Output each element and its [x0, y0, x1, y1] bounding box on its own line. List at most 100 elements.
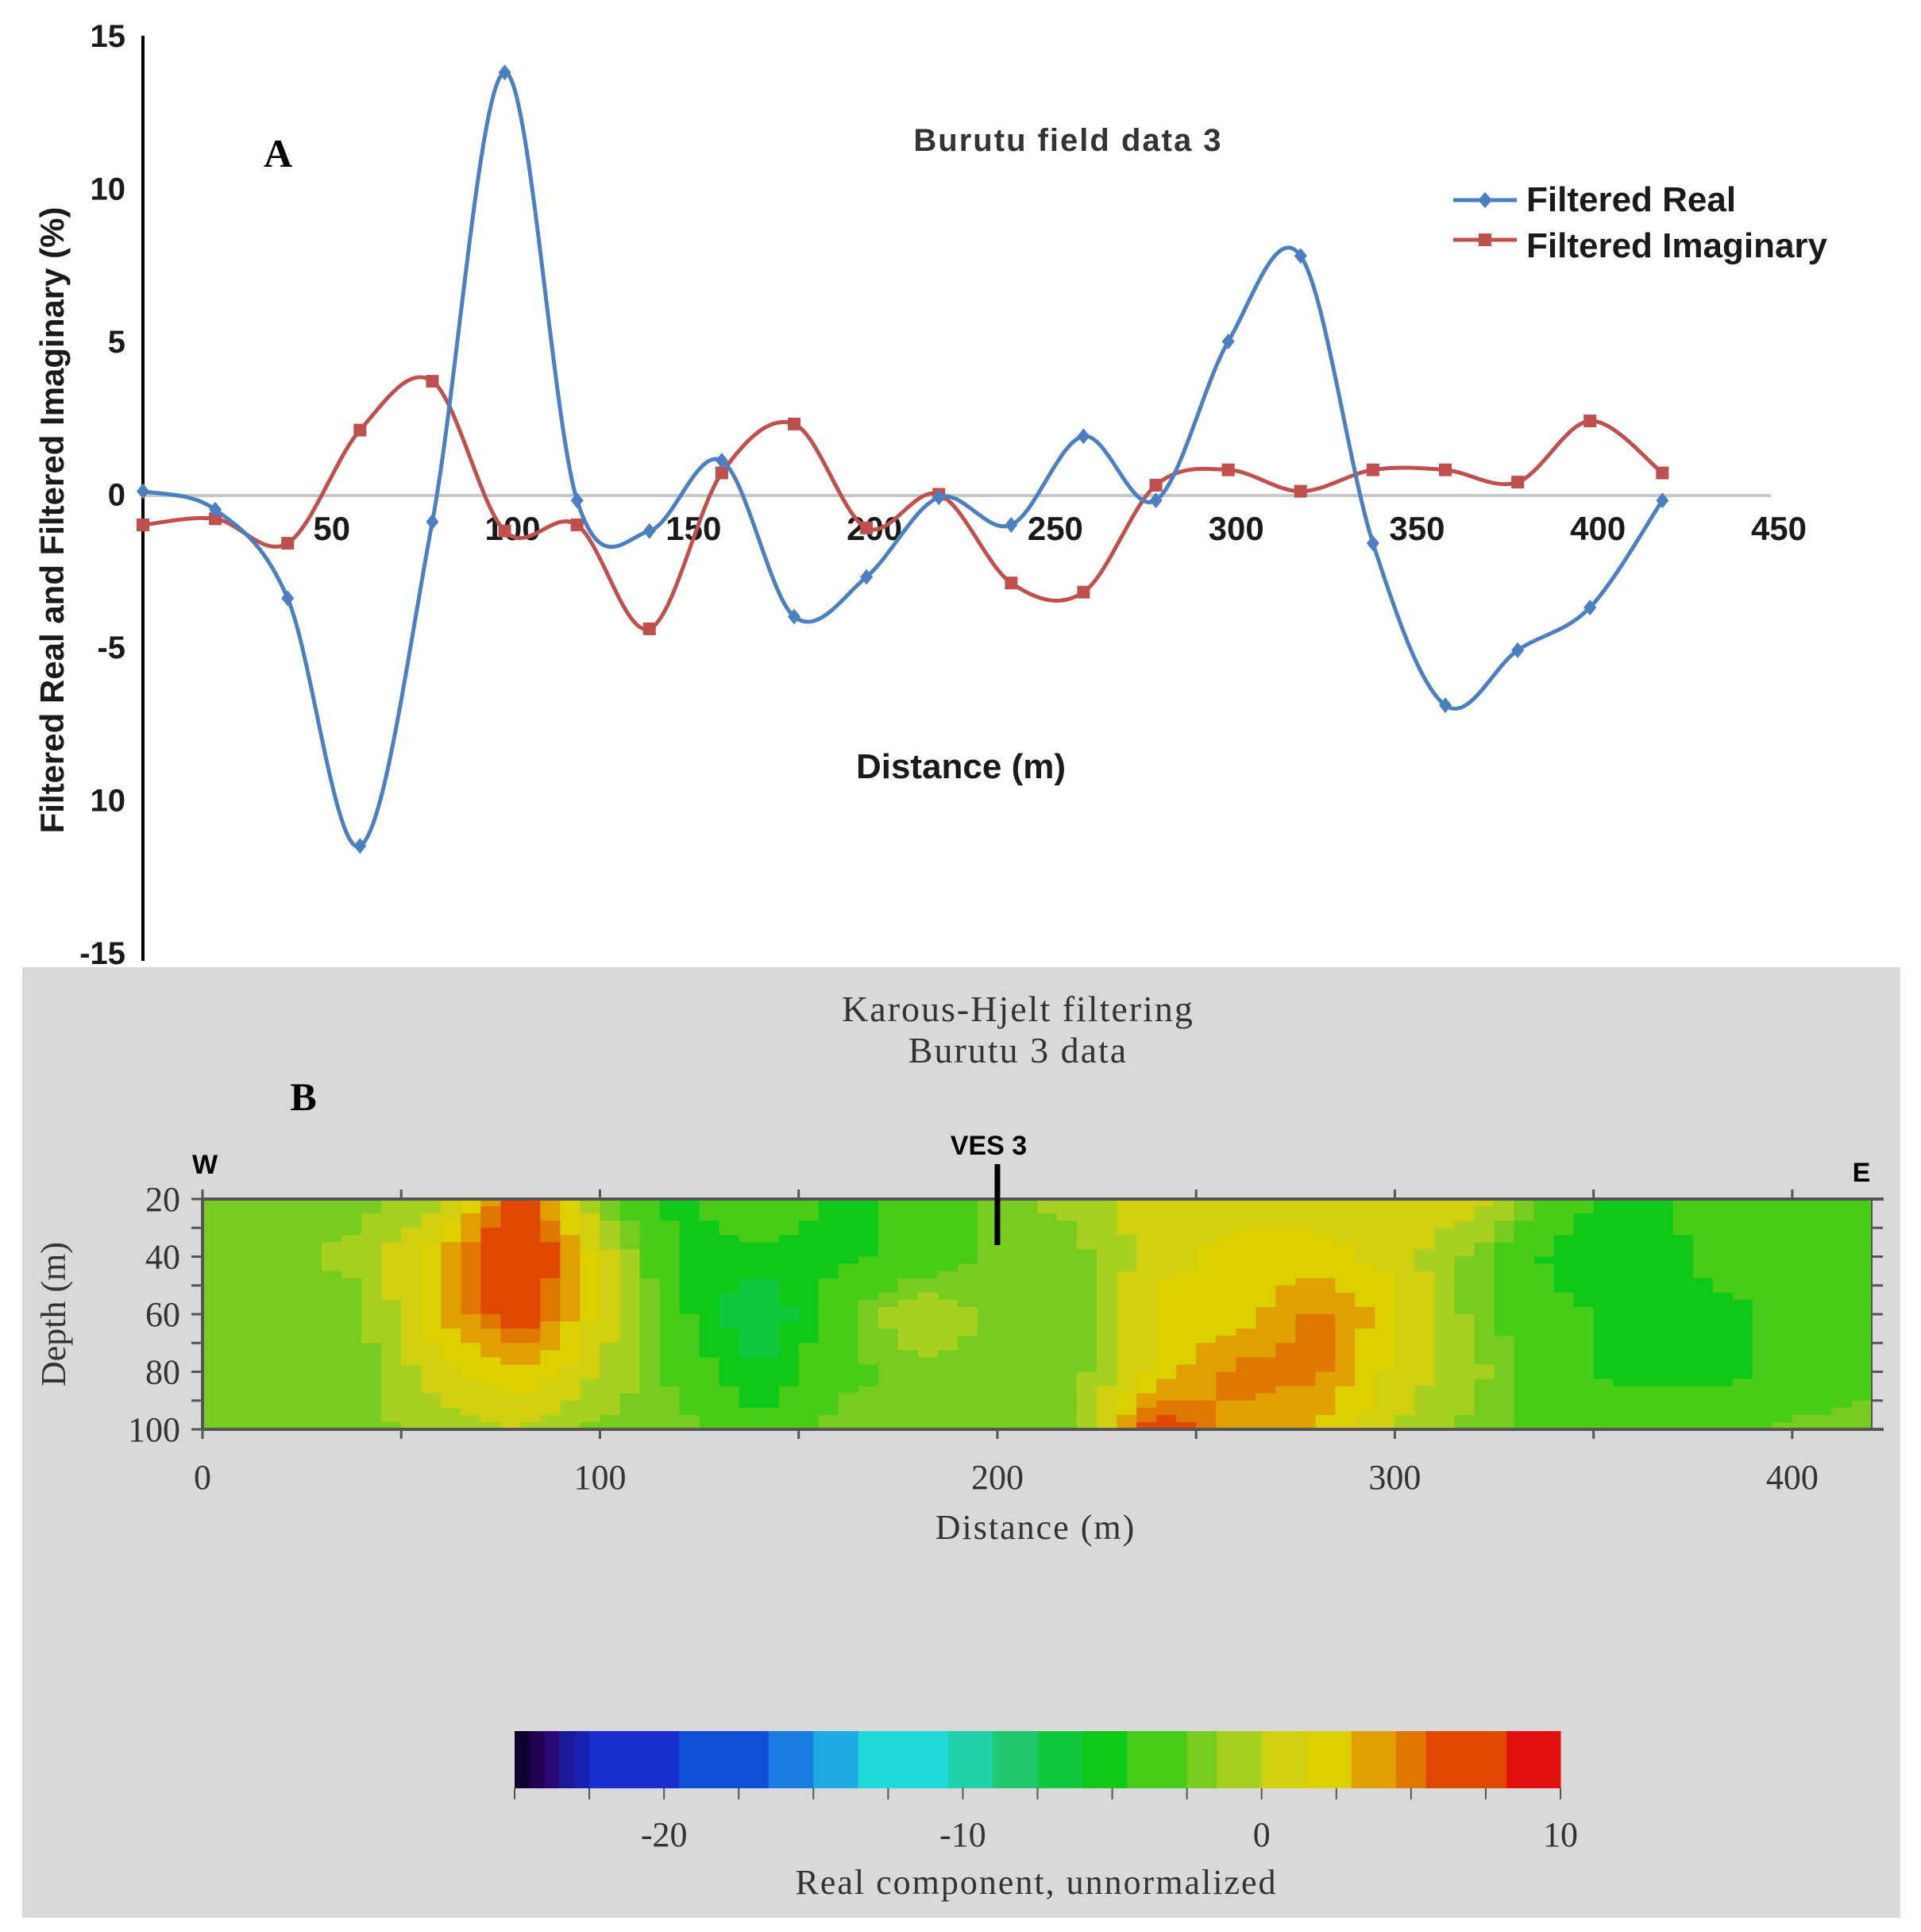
- x-tick-label: 250: [1028, 510, 1083, 547]
- heatmap-cell: [1016, 1421, 1038, 1430]
- heatmap-cell: [600, 1407, 621, 1416]
- heatmap-cell: [1016, 1306, 1038, 1315]
- heatmap-cell: [897, 1336, 919, 1344]
- heatmap-cell: [937, 1235, 959, 1243]
- heatmap-cell: [719, 1407, 740, 1416]
- heatmap-cell: [1295, 1414, 1316, 1423]
- heatmap-cell: [838, 1328, 859, 1336]
- heatmap-cell: [659, 1235, 681, 1243]
- heatmap-cell: [1494, 1271, 1515, 1279]
- heatmap-cell: [1057, 1199, 1078, 1207]
- heatmap-cell: [1256, 1371, 1276, 1380]
- heatmap-cell: [222, 1221, 243, 1228]
- heatmap-cell: [1315, 1299, 1336, 1308]
- heatmap-cell: [1275, 1336, 1296, 1344]
- heatmap-cell: [1633, 1206, 1654, 1214]
- heatmap-cell: [1077, 1386, 1097, 1394]
- heatmap-cell: [1732, 1400, 1753, 1409]
- heatmap-cell: [858, 1379, 879, 1387]
- heatmap-cell: [1692, 1321, 1714, 1329]
- heatmap-cell: [917, 1206, 939, 1214]
- heatmap-cell: [838, 1278, 859, 1286]
- heatmap-cell: [699, 1379, 720, 1387]
- heatmap-cell: [1633, 1278, 1654, 1286]
- heatmap-cell: [878, 1350, 899, 1358]
- heatmap-cell: [1672, 1314, 1694, 1322]
- heatmap-cell: [461, 1386, 481, 1394]
- heatmap-cell: [878, 1306, 899, 1315]
- heatmap-cell: [341, 1242, 362, 1251]
- heatmap-cell: [1275, 1306, 1296, 1315]
- heatmap-cell: [1653, 1278, 1674, 1286]
- heatmap-cell: [798, 1306, 820, 1315]
- heatmap-cell: [1593, 1336, 1614, 1344]
- heatmap-cell: [1613, 1336, 1634, 1344]
- heatmap-cell: [1156, 1249, 1177, 1258]
- heatmap-cell: [1196, 1343, 1217, 1351]
- heatmap-cell: [480, 1285, 501, 1294]
- heatmap-cell: [1414, 1292, 1436, 1301]
- heatmap-cell: [341, 1379, 362, 1387]
- heatmap-cell: [659, 1379, 681, 1387]
- heatmap-cell: [838, 1393, 859, 1402]
- heatmap-cell: [739, 1213, 760, 1221]
- point-filtered-real: [715, 453, 728, 469]
- heatmap-cell: [957, 1199, 978, 1207]
- heatmap-cell: [639, 1235, 661, 1243]
- heatmap-cell: [679, 1357, 700, 1366]
- heatmap-cell: [1117, 1199, 1137, 1207]
- heatmap-cell: [1236, 1314, 1256, 1322]
- heatmap-cell: [1553, 1393, 1575, 1402]
- heatmap-cell: [580, 1407, 601, 1416]
- heatmap-cell: [778, 1328, 800, 1336]
- point-filtered-imaginary: [281, 537, 295, 550]
- heatmap-cell: [1474, 1271, 1495, 1279]
- point-filtered-imaginary: [1656, 466, 1669, 480]
- heatmap-cell: [1216, 1328, 1236, 1336]
- heatmap-cell: [1077, 1379, 1097, 1387]
- heatmap-cell: [1117, 1278, 1137, 1286]
- heatmap-cell: [1097, 1285, 1117, 1294]
- heatmap-cell: [1633, 1400, 1654, 1409]
- heatmap-cell: [1355, 1343, 1375, 1351]
- heatmap-cell: [739, 1314, 760, 1322]
- heatmap-cell: [500, 1328, 521, 1336]
- heatmap-cell: [361, 1350, 382, 1358]
- heatmap-cell: [322, 1386, 342, 1394]
- heatmap-cell: [858, 1235, 879, 1243]
- heatmap-cell: [322, 1371, 342, 1380]
- heatmap-cell: [1117, 1249, 1137, 1258]
- heatmap-cell: [758, 1314, 780, 1322]
- heatmap-cell: [1097, 1328, 1117, 1336]
- heatmap-cell: [1514, 1278, 1535, 1286]
- heatmap-cell: [1176, 1350, 1197, 1358]
- heatmap-cell: [1136, 1314, 1157, 1322]
- heatmap-cell: [1077, 1400, 1097, 1409]
- heatmap-cell: [361, 1364, 382, 1373]
- heatmap-cell: [1653, 1249, 1674, 1258]
- heatmap-cell: [778, 1278, 800, 1286]
- heatmap-cell: [500, 1292, 521, 1301]
- heatmap-cell: [1355, 1386, 1375, 1394]
- heatmap-cell: [838, 1199, 859, 1207]
- heatmap-cell: [401, 1306, 422, 1315]
- heatmap-cell: [1077, 1278, 1097, 1286]
- heatmap-cell: [341, 1386, 362, 1394]
- heatmap-cell: [600, 1364, 621, 1373]
- heatmap-cell: [1732, 1206, 1753, 1214]
- heatmap-cell: [1375, 1336, 1396, 1344]
- heatmap-cell: [322, 1256, 342, 1265]
- heatmap-cell: [1573, 1371, 1595, 1380]
- heatmap-cell: [878, 1228, 899, 1236]
- heatmap-cell: [1772, 1263, 1793, 1272]
- heatmap-cell: [421, 1306, 442, 1315]
- heatmap-cell: [699, 1299, 720, 1308]
- heatmap-cell: [1792, 1213, 1813, 1221]
- heatmap-cell: [1117, 1336, 1137, 1344]
- heatmap-cell: [1256, 1199, 1276, 1207]
- heatmap-cell: [818, 1364, 839, 1373]
- ves3-label: VES 3: [951, 1131, 1027, 1161]
- heatmap-cell: [1593, 1386, 1614, 1394]
- heatmap-cell: [421, 1321, 442, 1329]
- heatmap-cell: [1136, 1285, 1157, 1294]
